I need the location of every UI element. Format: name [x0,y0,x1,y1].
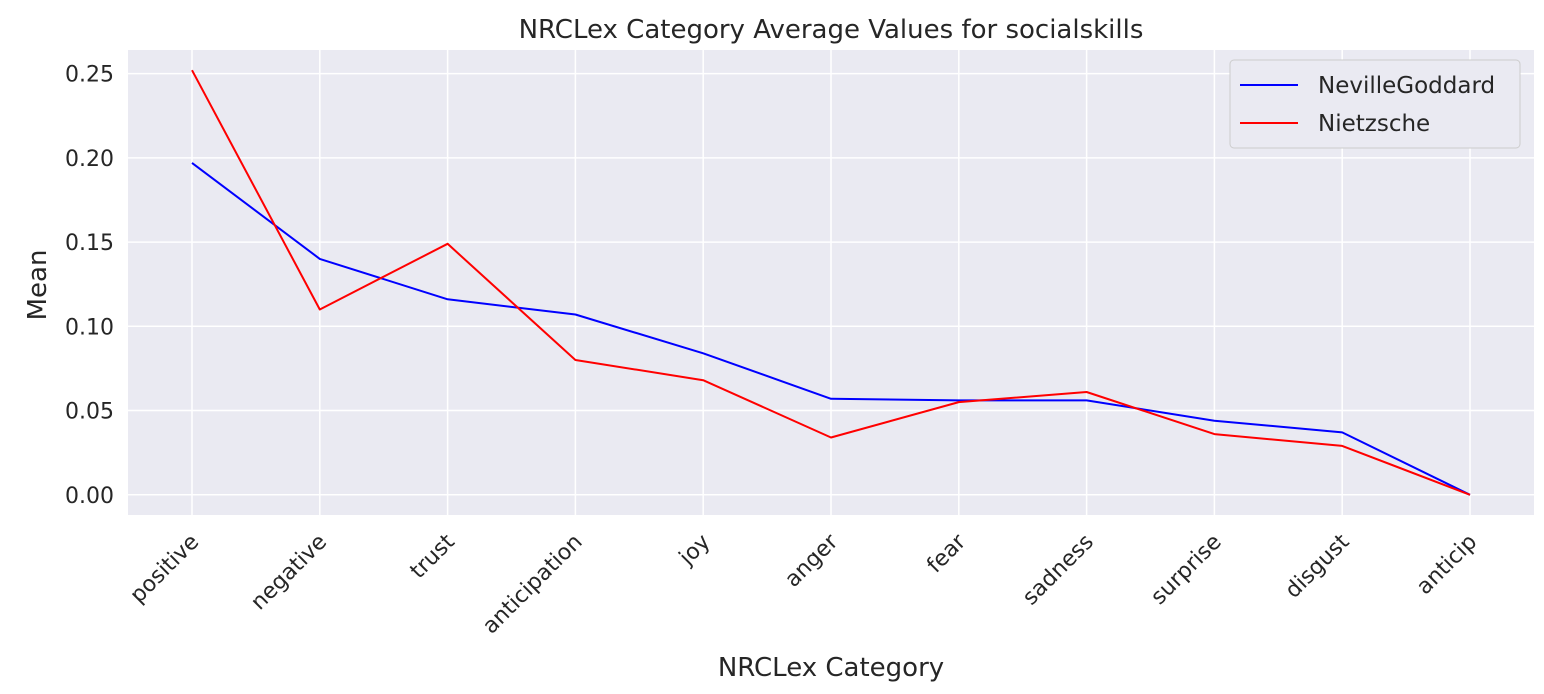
chart-title: NRCLex Category Average Values for socia… [519,15,1144,45]
y-tick-label: 0.00 [65,484,114,509]
x-axis-title: NRCLex Category [718,653,944,683]
legend: NevilleGoddard Nietzsche [1229,59,1521,149]
y-tick-label: 0.10 [65,315,114,340]
grid [128,50,1534,515]
y-tick-label: 0.15 [65,231,114,256]
x-tick-label: anger [780,529,844,593]
x-tick-label: sadness [1018,530,1099,611]
x-tick-label: disgust [1281,529,1355,603]
x-tick-label: fear [922,529,971,578]
legend-label-nietzsche: Nietzsche [1318,111,1430,137]
x-tick-label: trust [406,529,461,584]
x-tick-label: surprise [1146,530,1226,610]
y-tick-labels: 0.00 0.05 0.10 0.15 0.20 0.25 [65,63,114,509]
y-tick-label: 0.05 [65,400,114,425]
y-axis-title: Mean [23,250,53,321]
series-line-nevillegoddard [191,162,1471,496]
x-tick-label: joy [674,530,715,571]
y-tick-label: 0.25 [65,63,114,88]
x-tick-label: positive [126,530,205,609]
series-lines [191,69,1471,496]
legend-box [1229,59,1521,149]
x-tick-label: negative [246,530,332,616]
x-tick-label: anticipation [478,530,588,640]
y-tick-label: 0.20 [65,147,114,172]
x-tick-label: anticip [1412,530,1482,600]
x-tick-labels: positive negative trust anticipation joy ange… [126,529,1483,639]
legend-label-nevillegoddard: NevilleGoddard [1318,73,1495,99]
